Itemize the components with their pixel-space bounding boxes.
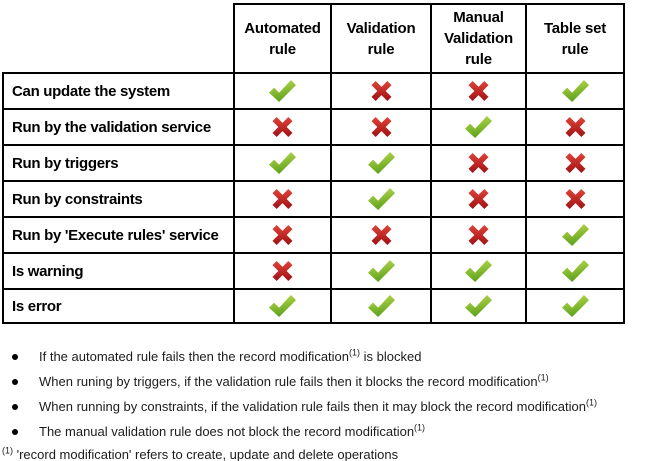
check-icon — [561, 295, 589, 317]
check-icon — [269, 152, 296, 174]
row-label: Run by constraints — [2, 180, 233, 216]
check-icon — [561, 260, 589, 282]
check-mark-cell — [430, 252, 525, 288]
note-bullet-item: When runing by triggers, if the validati… — [0, 369, 654, 394]
cross-icon — [272, 261, 293, 281]
cross-icon — [468, 189, 489, 209]
cross-mark-cell — [430, 180, 525, 216]
footnote-text: 'record modification' refers to create, … — [13, 447, 399, 461]
column-header-validation-rule: Validation rule — [330, 3, 430, 72]
note-bullet-item: The manual validation rule does not bloc… — [0, 419, 654, 444]
cross-icon — [468, 225, 489, 245]
check-mark-cell — [430, 108, 525, 144]
bullet-dot-icon — [12, 428, 18, 435]
row-label: Run by triggers — [2, 144, 233, 180]
cross-mark-cell — [330, 72, 430, 108]
check-mark-cell — [233, 72, 330, 108]
cross-mark-cell — [330, 108, 430, 144]
note-text: If the automated rule fails then the rec… — [39, 347, 422, 364]
check-mark-cell — [525, 72, 625, 108]
check-mark-cell — [330, 252, 430, 288]
bullet-dot-icon — [12, 378, 18, 385]
row-label: Can update the system — [2, 72, 233, 108]
footnote: (1) 'record modification' refers to crea… — [2, 445, 654, 461]
bullet-dot-icon — [12, 353, 18, 360]
notes-list: If the automated rule fails then the rec… — [0, 344, 654, 444]
corner-blank-cell — [2, 3, 233, 72]
cross-mark-cell — [330, 216, 430, 252]
check-mark-cell — [330, 288, 430, 324]
row-label: Run by the validation service — [2, 108, 233, 144]
cross-icon — [565, 189, 585, 209]
cross-mark-cell — [233, 108, 330, 144]
check-mark-cell — [233, 144, 330, 180]
cross-mark-cell — [525, 180, 625, 216]
check-icon — [465, 295, 492, 317]
column-header-automated-rule: Automated rule — [233, 3, 330, 72]
cross-mark-cell — [233, 216, 330, 252]
cross-icon — [468, 153, 489, 173]
footnote-marker: (1) — [2, 445, 13, 456]
cross-icon — [565, 153, 585, 173]
cross-icon — [272, 189, 293, 209]
cross-icon — [468, 81, 489, 101]
cross-icon — [371, 81, 391, 101]
row-label: Run by 'Execute rules' service — [2, 216, 233, 252]
check-icon — [269, 80, 296, 102]
check-icon — [367, 188, 395, 210]
note-text: When runing by triggers, if the validati… — [39, 372, 549, 389]
check-mark-cell — [330, 180, 430, 216]
cross-mark-cell — [430, 144, 525, 180]
cross-icon — [371, 117, 391, 137]
check-mark-cell — [525, 288, 625, 324]
cross-icon — [371, 225, 391, 245]
cross-mark-cell — [233, 252, 330, 288]
note-text: The manual validation rule does not bloc… — [39, 422, 426, 439]
check-icon — [367, 152, 395, 174]
cross-mark-cell — [430, 72, 525, 108]
cross-mark-cell — [430, 216, 525, 252]
check-icon — [561, 224, 589, 246]
check-icon — [561, 80, 589, 102]
rules-comparison-table: Automated rule Validation rule Manual Va… — [2, 3, 625, 324]
check-mark-cell — [430, 288, 525, 324]
row-label: Is warning — [2, 252, 233, 288]
check-icon — [269, 295, 296, 317]
cross-icon — [272, 117, 293, 137]
check-icon — [465, 260, 492, 282]
cross-icon — [272, 225, 293, 245]
row-label: Is error — [2, 288, 233, 324]
bullet-dot-icon — [12, 403, 18, 410]
column-header-manual-validation-rule: Manual Validation rule — [430, 3, 525, 72]
note-bullet-item: If the automated rule fails then the rec… — [0, 344, 654, 369]
check-icon — [465, 116, 492, 138]
check-icon — [367, 295, 395, 317]
column-header-table-set-rule: Table set rule — [525, 3, 625, 72]
note-bullet-item: When running by constraints, if the vali… — [0, 394, 654, 419]
check-icon — [367, 260, 395, 282]
note-text: When running by constraints, if the vali… — [39, 397, 597, 414]
cross-mark-cell — [233, 180, 330, 216]
check-mark-cell — [525, 216, 625, 252]
cross-mark-cell — [525, 108, 625, 144]
check-mark-cell — [330, 144, 430, 180]
cross-mark-cell — [525, 144, 625, 180]
cross-icon — [565, 117, 585, 137]
check-mark-cell — [233, 288, 330, 324]
check-mark-cell — [525, 252, 625, 288]
